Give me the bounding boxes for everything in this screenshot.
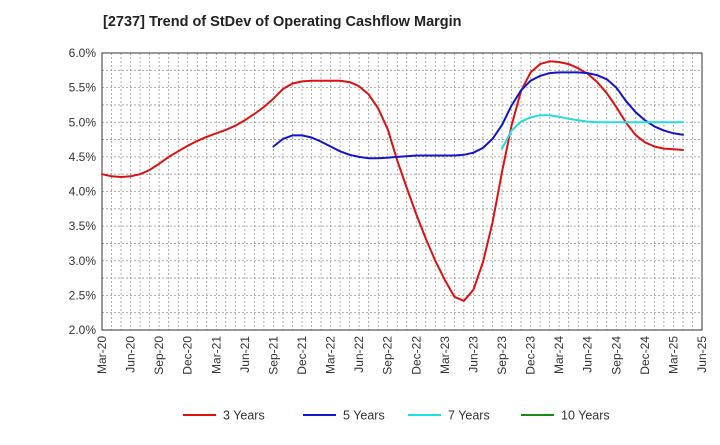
y-tick-label: 4.5% xyxy=(69,150,97,164)
legend-label-5-years: 5 Years xyxy=(343,409,385,423)
x-tick-label: Jun-22 xyxy=(352,336,366,373)
x-tick-label: Dec-22 xyxy=(409,336,423,375)
x-tick-label: Sep-22 xyxy=(381,336,395,375)
y-tick-label: 2.5% xyxy=(69,288,97,302)
x-tick-label: Dec-23 xyxy=(524,336,538,375)
x-tick-label: Jun-25 xyxy=(695,336,709,373)
x-tick-label: Sep-24 xyxy=(609,336,623,375)
x-tick-label: Mar-21 xyxy=(209,336,223,374)
x-tick-label: Mar-22 xyxy=(324,336,338,374)
x-tick-label: Mar-23 xyxy=(438,336,452,374)
x-tick-label: Jun-23 xyxy=(466,336,480,373)
x-tick-label: Dec-24 xyxy=(638,336,652,375)
legend-label-7-years: 7 Years xyxy=(448,409,490,423)
x-tick-label: Dec-20 xyxy=(181,336,195,375)
y-tick-label: 6.0% xyxy=(69,46,97,60)
x-tick-label: Dec-21 xyxy=(295,336,309,375)
x-tick-label: Mar-20 xyxy=(95,336,109,374)
grid xyxy=(102,53,702,330)
x-tick-label: Mar-24 xyxy=(552,336,566,374)
legend: 3 Years 5 Years 7 Years 10 Years xyxy=(183,409,610,423)
x-tick-label: Mar-25 xyxy=(666,336,680,374)
series-line-5-years xyxy=(272,71,684,160)
y-tick-label: 4.0% xyxy=(69,185,97,199)
series-line-7-years xyxy=(501,114,684,150)
x-tick-label: Jun-24 xyxy=(581,336,595,373)
x-tick-label: Sep-20 xyxy=(152,336,166,375)
y-tick-label: 3.5% xyxy=(69,219,97,233)
chart-title: [2737] Trend of StDev of Operating Cashf… xyxy=(103,14,462,30)
x-tick-label: Sep-21 xyxy=(266,336,280,375)
y-tick-label: 2.0% xyxy=(69,323,97,337)
y-tick-label: 5.0% xyxy=(69,115,97,129)
x-tick-label: Jun-20 xyxy=(124,336,138,373)
legend-label-10-years: 10 Years xyxy=(561,409,610,423)
axes: 2.0% 2.5% 3.0% 3.5% 4.0% 4.5% 5.0% 5.5% 6.0% Mar-… xyxy=(69,46,709,375)
legend-label-3-years: 3 Years xyxy=(223,409,265,423)
plot-border xyxy=(101,52,703,331)
y-tick-label: 5.5% xyxy=(69,81,97,95)
x-tick-label: Jun-21 xyxy=(238,336,252,373)
series-lines xyxy=(101,60,684,302)
y-tick-label: 3.0% xyxy=(69,254,97,268)
x-tick-label: Sep-23 xyxy=(495,336,509,375)
